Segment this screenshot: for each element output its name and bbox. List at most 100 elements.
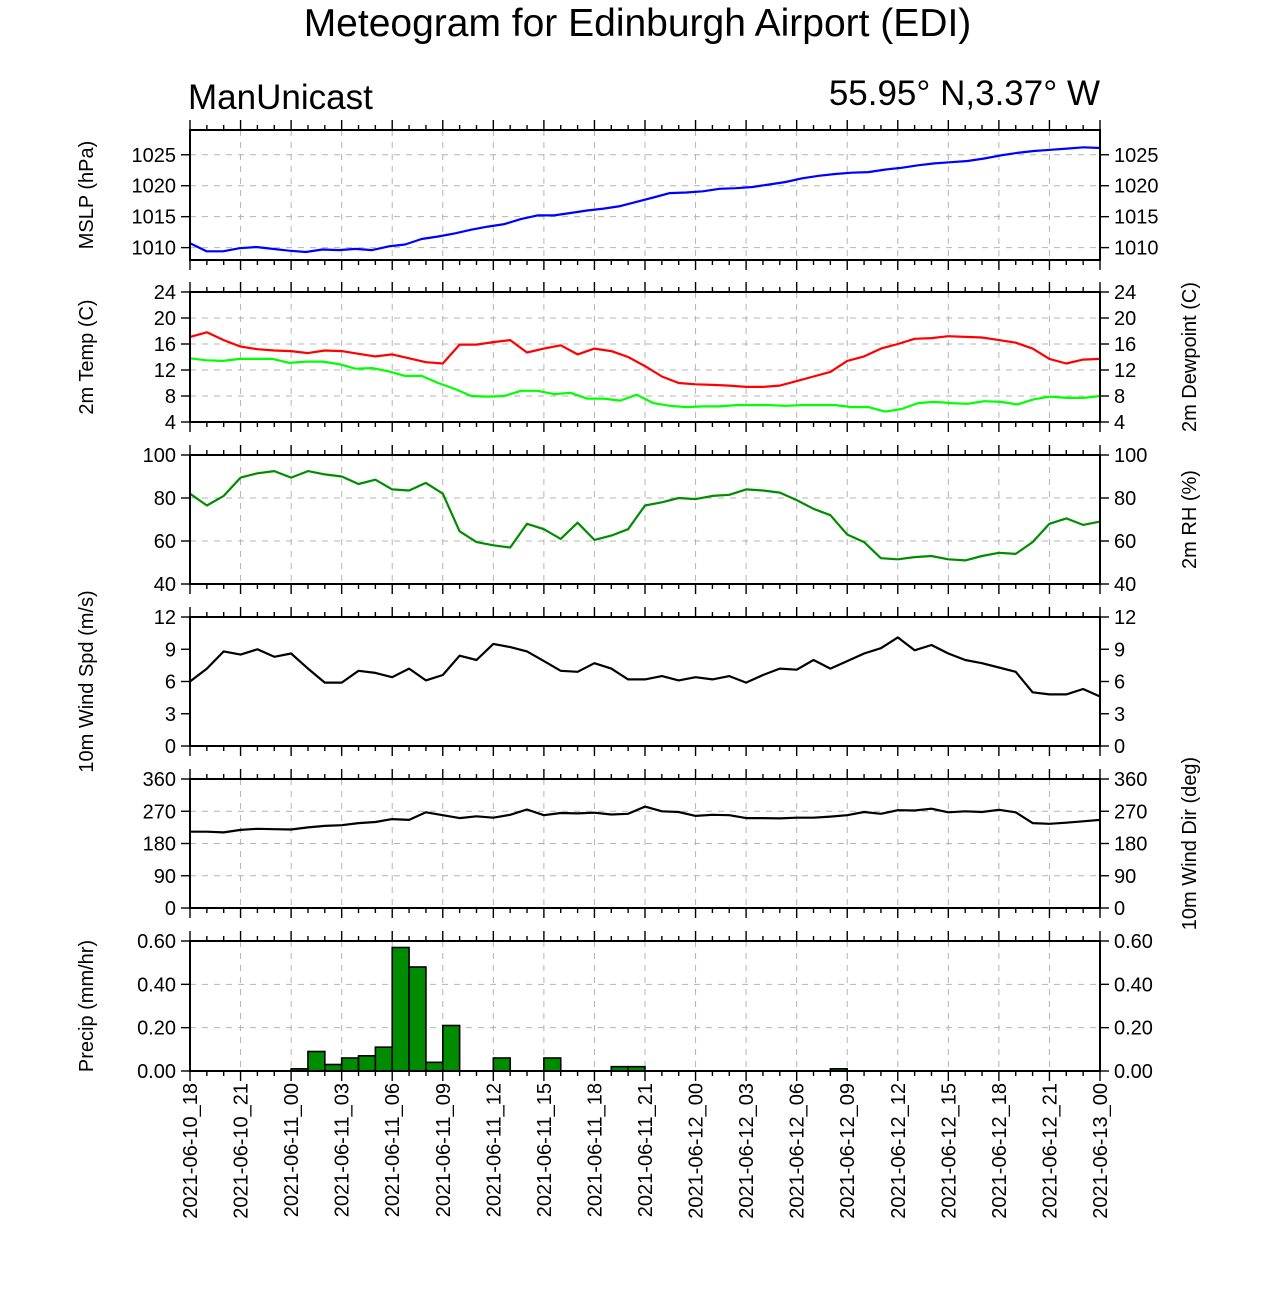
x-tick-label: 2021-06-13_00 <box>1090 1083 1112 1219</box>
y-tick-label: 0.60 <box>137 931 176 953</box>
y-tick-label: 1025 <box>132 145 177 167</box>
y-tick-label: 6 <box>165 672 176 694</box>
y-tick-label-right: 3 <box>1114 704 1125 726</box>
y-axis-title-left: 10m Wind Spd (m/s) <box>76 590 98 772</box>
panel-rh: 40 40 60 60 80 80 100 100 2m RH (%) <box>143 445 1201 596</box>
precip-bar <box>425 1061 444 1072</box>
y-tick-label: 9 <box>165 639 176 661</box>
y-tick-label: 0.40 <box>137 974 176 996</box>
y-axis-title-right: 2m Dewpoint (C) <box>1179 282 1201 432</box>
y-axis-title-left: MSLP (hPa) <box>76 141 98 250</box>
y-tick-label: 270 <box>143 801 176 823</box>
y-tick-label-right: 6 <box>1114 672 1125 694</box>
x-tick-label: 2021-06-10_18 <box>180 1083 202 1219</box>
series-line-temp-0 <box>189 331 1101 388</box>
y-tick-label: 100 <box>143 445 176 467</box>
series-line-rh-0 <box>189 470 1101 562</box>
y-tick-label: 0.00 <box>137 1061 176 1083</box>
y-tick-label: 0 <box>165 898 176 920</box>
y-tick-label: 1020 <box>132 176 177 198</box>
y-tick-label-right: 1025 <box>1114 145 1159 167</box>
x-tick-label: 2021-06-12_15 <box>938 1083 960 1219</box>
precip-bar <box>340 1057 360 1072</box>
y-tick-label: 1010 <box>132 238 177 260</box>
y-tick-label: 24 <box>154 282 176 304</box>
y-axis-title-left: 2m Temp (C) <box>76 299 98 414</box>
y-tick-label-right: 180 <box>1114 834 1147 856</box>
y-tick-label-right: 12 <box>1114 360 1136 382</box>
y-tick-label-right: 0 <box>1114 898 1125 920</box>
series-line-wspd-0 <box>189 636 1101 698</box>
y-tick-label: 1015 <box>132 207 177 229</box>
x-tick-label: 2021-06-12_09 <box>837 1083 859 1219</box>
x-tick-label: 2021-06-12_18 <box>989 1083 1011 1219</box>
y-tick-label-right: 0 <box>1114 736 1125 758</box>
series-line-wdir-0 <box>190 805 1101 834</box>
y-tick-label: 20 <box>154 308 176 330</box>
y-tick-label-right: 1020 <box>1114 176 1159 198</box>
series-line-mslp-0 <box>189 146 1101 254</box>
y-tick-label-right: 40 <box>1114 574 1136 596</box>
y-tick-label-right: 9 <box>1114 639 1125 661</box>
precip-bar <box>408 966 427 1072</box>
y-tick-label: 80 <box>154 488 176 510</box>
y-tick-label-right: 12 <box>1114 607 1136 629</box>
y-axis-title-left: Precip (mm/hr) <box>76 940 98 1072</box>
y-tick-label-right: 0.40 <box>1114 974 1153 996</box>
y-tick-label-right: 360 <box>1114 769 1147 791</box>
y-tick-label-right: 0.20 <box>1114 1018 1153 1040</box>
x-tick-label: 2021-06-12_21 <box>1039 1083 1061 1219</box>
y-tick-label-right: 20 <box>1114 308 1136 330</box>
precip-bar <box>307 1050 326 1072</box>
y-tick-label-right: 270 <box>1114 801 1147 823</box>
y-tick-label: 4 <box>165 412 176 434</box>
y-tick-label-right: 0.00 <box>1114 1061 1153 1083</box>
y-tick-label: 8 <box>165 386 176 408</box>
model-name: ManUnicast <box>188 78 373 117</box>
y-tick-label-right: 1015 <box>1114 207 1159 229</box>
x-tick-label: 2021-06-12_00 <box>686 1083 708 1219</box>
x-tick-label: 2021-06-11_15 <box>534 1083 556 1217</box>
y-tick-label: 12 <box>154 360 176 382</box>
x-tick-label: 2021-06-12_12 <box>888 1083 910 1219</box>
y-tick-label: 0.20 <box>137 1018 176 1040</box>
y-tick-label-right: 0.60 <box>1114 931 1153 953</box>
panel-mslp: 1010 1010 1015 1015 1020 1020 1025 1025 MSLP (hP… <box>76 120 1159 270</box>
chart-title: Meteogram for Edinburgh Airport (EDI) <box>303 2 972 45</box>
y-axis-title-right: 10m Wind Dir (deg) <box>1179 757 1201 930</box>
station-coordinates: 55.95° N,3.37° W <box>828 74 1100 113</box>
x-tick-label: 2021-06-10_21 <box>231 1083 253 1219</box>
panel-wspd: 0 0 3 3 6 6 9 9 12 12 10m Wind Spd (m/s) <box>76 590 1136 772</box>
panel-temp: 4 4 8 8 12 12 16 16 20 20 24 24 2m Temp (C) 2m Dewpoi… <box>76 282 1201 434</box>
x-tick-label: 2021-06-11_00 <box>281 1083 303 1217</box>
y-tick-label: 40 <box>154 574 176 596</box>
precip-bar <box>543 1057 562 1072</box>
y-tick-label: 90 <box>154 866 176 888</box>
y-tick-label-right: 4 <box>1114 412 1125 434</box>
precip-bar <box>391 946 410 1072</box>
x-tick-label: 2021-06-11_18 <box>584 1083 606 1217</box>
x-tick-label: 2021-06-11_21 <box>635 1083 657 1217</box>
y-tick-label: 0 <box>165 736 176 758</box>
x-tick-label: 2021-06-11_12 <box>483 1083 505 1217</box>
y-axis-title-right: 2m RH (%) <box>1179 470 1201 569</box>
y-tick-label-right: 80 <box>1114 488 1136 510</box>
panel-wdir: 0 0 90 90 180 180 270 270 360 360 10m Wind Dir (de… <box>143 757 1201 930</box>
y-tick-label-right: 90 <box>1114 866 1136 888</box>
precip-bar <box>441 1024 461 1072</box>
y-tick-label-right: 16 <box>1114 334 1136 356</box>
panel-precip: 0.00 0.00 0.20 0.20 0.40 0.40 0.60 0.60 Precip (… <box>76 931 1153 1083</box>
series-line-temp-1 <box>189 357 1101 413</box>
x-tick-label: 2021-06-12_06 <box>787 1083 809 1219</box>
x-tick-label: 2021-06-11_03 <box>332 1083 354 1217</box>
x-tick-label: 2021-06-11_06 <box>382 1083 404 1217</box>
y-tick-label: 360 <box>143 769 176 791</box>
precip-bar <box>357 1055 377 1072</box>
y-tick-label-right: 100 <box>1114 445 1147 467</box>
y-tick-label-right: 60 <box>1114 531 1136 553</box>
y-tick-label: 3 <box>165 704 176 726</box>
y-tick-label-right: 1010 <box>1114 238 1159 260</box>
y-tick-label-right: 24 <box>1114 282 1136 304</box>
precip-bar <box>374 1046 394 1072</box>
